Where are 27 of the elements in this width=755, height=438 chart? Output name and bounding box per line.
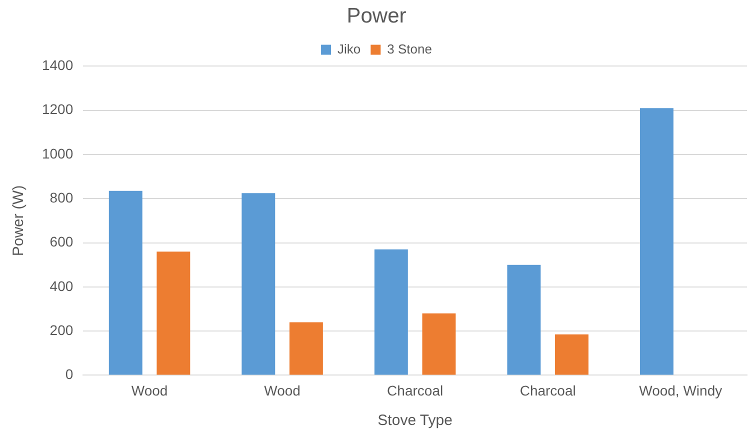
chart-title: Power — [346, 4, 406, 28]
bar — [289, 322, 323, 375]
legend-label: 3 Stone — [387, 41, 432, 56]
y-tick-label: 400 — [50, 278, 74, 294]
y-tick-label: 600 — [50, 234, 74, 250]
y-tick-label: 1200 — [42, 101, 74, 118]
x-tick-label: Charcoal — [387, 382, 444, 398]
y-tick-label: 1400 — [42, 57, 74, 74]
bar — [640, 108, 674, 375]
bar — [507, 264, 541, 375]
legend-label: Jiko — [338, 41, 361, 56]
bar — [555, 334, 588, 375]
y-tick-label: 0 — [65, 366, 74, 382]
bar — [242, 193, 276, 375]
x-tick-label: Wood — [131, 382, 168, 398]
y-tick-label: 800 — [50, 189, 74, 206]
bar — [374, 249, 408, 375]
x-tick-label: Wood, Windy — [639, 382, 722, 398]
bar — [422, 313, 456, 375]
y-tick-label: 200 — [50, 322, 74, 338]
y-tick-label: 1000 — [42, 145, 74, 162]
bar — [156, 252, 190, 375]
x-axis-title: Stove Type — [378, 412, 452, 430]
x-tick-label: Charcoal — [520, 382, 576, 398]
bar — [108, 190, 142, 375]
x-tick-label: Wood — [264, 382, 300, 398]
y-axis-title: Power (W) — [10, 185, 28, 256]
